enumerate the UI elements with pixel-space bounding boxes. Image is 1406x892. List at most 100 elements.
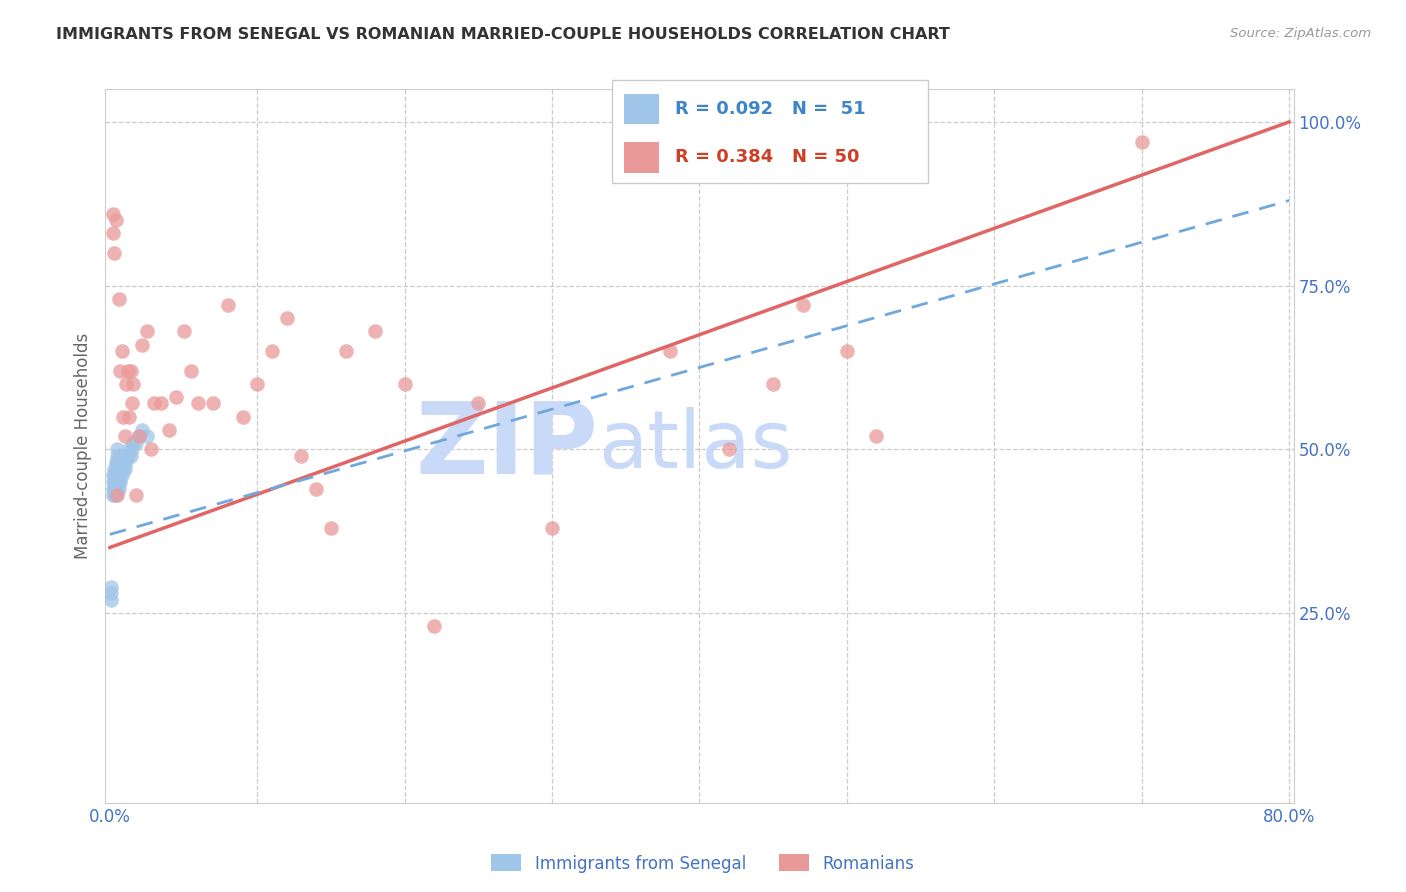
Point [105, 488, 128, 502]
Point [112, 462, 135, 476]
Point [103, 468, 125, 483]
Point [187, 396, 209, 410]
Point [118, 409, 141, 424]
Point [108, 455, 131, 469]
Point [180, 364, 202, 378]
Text: ZIP: ZIP [416, 398, 599, 494]
Point [112, 409, 135, 424]
Point [135, 429, 157, 443]
Point [135, 325, 157, 339]
Point [111, 468, 134, 483]
Point [104, 482, 127, 496]
Point [107, 292, 129, 306]
Point [104, 213, 127, 227]
Point [125, 488, 148, 502]
Point [103, 245, 125, 260]
Point [105, 468, 128, 483]
Point [108, 475, 131, 489]
Point [105, 482, 128, 496]
Bar [624, 142, 659, 173]
Legend: Immigrants from Senegal, Romanians: Immigrants from Senegal, Romanians [485, 847, 921, 880]
Point [103, 475, 125, 489]
Point [122, 435, 145, 450]
Point [108, 364, 131, 378]
Point [394, 376, 416, 391]
Point [120, 449, 142, 463]
Point [112, 455, 135, 469]
Point [423, 619, 446, 633]
Point [131, 337, 153, 351]
Point [104, 488, 127, 502]
Point [173, 325, 195, 339]
Point [717, 442, 740, 457]
Text: IMMIGRANTS FROM SENEGAL VS ROMANIAN MARRIED-COUPLE HOUSEHOLDS CORRELATION CHART: IMMIGRANTS FROM SENEGAL VS ROMANIAN MARR… [56, 27, 950, 42]
Point [104, 475, 127, 489]
Point [246, 376, 269, 391]
Point [104, 455, 127, 469]
Point [835, 344, 858, 359]
Point [105, 449, 128, 463]
Text: R = 0.384   N = 50: R = 0.384 N = 50 [675, 148, 859, 166]
Point [305, 482, 328, 496]
Point [319, 521, 342, 535]
Point [364, 325, 387, 339]
Point [122, 376, 145, 391]
Point [108, 462, 131, 476]
Point [101, 226, 124, 240]
Point [1130, 135, 1153, 149]
Point [107, 482, 129, 496]
Point [111, 449, 134, 463]
Point [125, 435, 148, 450]
Text: R = 0.092   N =  51: R = 0.092 N = 51 [675, 100, 866, 118]
Point [276, 311, 298, 326]
Point [260, 344, 283, 359]
Point [100, 592, 122, 607]
Point [117, 449, 139, 463]
Point [101, 206, 124, 220]
Point [659, 344, 682, 359]
Point [103, 482, 125, 496]
Point [131, 423, 153, 437]
Point [217, 298, 239, 312]
Point [111, 455, 134, 469]
Point [792, 298, 814, 312]
Point [141, 442, 163, 457]
Point [202, 396, 225, 410]
Point [762, 376, 785, 391]
Point [115, 455, 138, 469]
Point [335, 344, 357, 359]
Point [111, 344, 134, 359]
Point [117, 364, 139, 378]
Point [111, 462, 134, 476]
Point [107, 475, 129, 489]
Bar [624, 94, 659, 124]
Point [865, 429, 887, 443]
Point [105, 455, 128, 469]
Point [231, 409, 253, 424]
Point [120, 364, 142, 378]
Point [114, 462, 136, 476]
Point [104, 468, 127, 483]
Point [128, 429, 150, 443]
Point [101, 468, 124, 483]
Point [107, 468, 129, 483]
Point [121, 442, 143, 457]
Point [165, 390, 187, 404]
Text: Source: ZipAtlas.com: Source: ZipAtlas.com [1230, 27, 1371, 40]
Point [105, 462, 128, 476]
Point [100, 586, 122, 600]
Point [103, 488, 125, 502]
Point [114, 449, 136, 463]
Point [150, 396, 173, 410]
Point [107, 462, 129, 476]
Point [105, 442, 128, 457]
FancyBboxPatch shape [612, 80, 928, 183]
Point [115, 376, 138, 391]
Point [101, 475, 124, 489]
Point [157, 423, 180, 437]
Point [143, 396, 166, 410]
Point [108, 468, 131, 483]
Point [541, 521, 564, 535]
Point [467, 396, 489, 410]
Point [100, 580, 122, 594]
